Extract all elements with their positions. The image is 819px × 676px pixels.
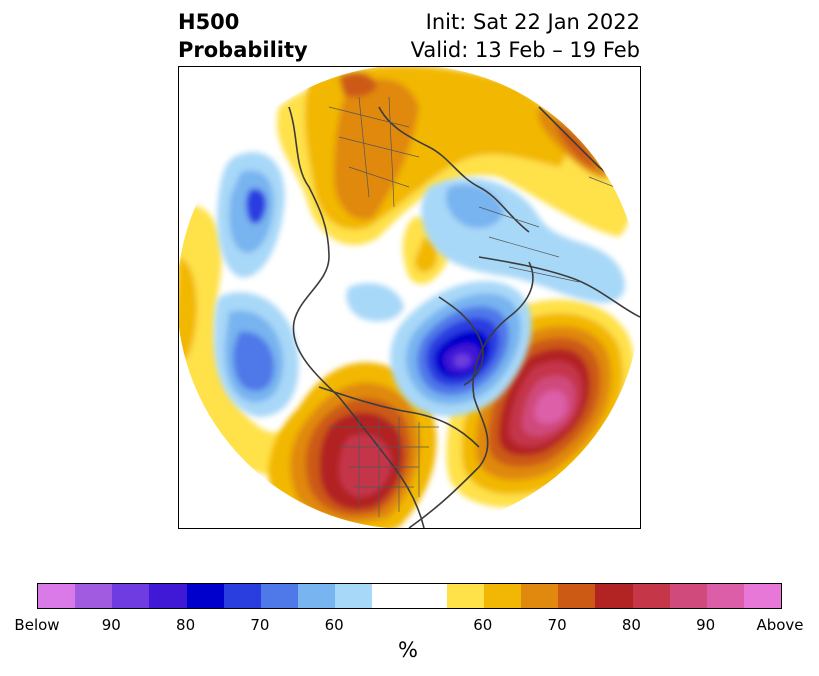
colorbar-segment-14	[558, 584, 596, 608]
colorbar-tick-label: 70	[547, 616, 567, 634]
init-date: Init: Sat 22 Jan 2022	[425, 10, 640, 34]
map-svg	[179, 67, 640, 528]
colorbar-tick-label: Below	[14, 616, 60, 634]
above-central-us	[268, 362, 437, 528]
colorbar-segment-3	[149, 584, 187, 608]
colorbar-segment-17	[669, 584, 707, 608]
colorbar-segment-18	[706, 584, 744, 608]
title-product: Probability	[178, 38, 308, 62]
colorbar-segment-13	[521, 584, 559, 608]
colorbar-unit-label: %	[398, 638, 418, 662]
above-belt-northern	[276, 67, 632, 285]
colorbar-segment-6	[260, 584, 299, 608]
below-hudson-bay	[390, 280, 532, 417]
colorbar-segment-9	[372, 584, 410, 608]
colorbar-segment-12	[483, 584, 522, 608]
probability-colorbar	[37, 583, 782, 609]
colorbar-tick-label: 70	[250, 616, 270, 634]
colorbar-segment-2	[112, 584, 150, 608]
colorbar-segment-0	[38, 584, 76, 608]
map-dates: Init: Sat 22 Jan 2022 Valid: 13 Feb – 19…	[411, 8, 640, 64]
colorbar-tick-label: 90	[696, 616, 716, 634]
below-north-pacific	[214, 152, 299, 417]
colorbar-tick-label: 60	[473, 616, 493, 634]
title-variable: H500	[178, 10, 240, 34]
valid-range: Valid: 13 Feb – 19 Feb	[410, 38, 640, 62]
colorbar-segment-5	[223, 584, 261, 608]
map-title: H500 Probability	[178, 8, 308, 64]
colorbar-segment-8	[335, 584, 373, 608]
colorbar-segment-19	[743, 584, 782, 608]
colorbar-segment-7	[298, 584, 336, 608]
below-arctic	[346, 178, 625, 322]
colorbar-segment-16	[632, 584, 670, 608]
colorbar-tick-label: 80	[621, 616, 641, 634]
colorbar-tick-label: Above	[756, 616, 804, 634]
colorbar-segment-4	[186, 584, 224, 608]
colorbar-tick-label: 90	[101, 616, 121, 634]
colorbar-segment-11	[446, 584, 484, 608]
colorbar-tick-label: 80	[176, 616, 196, 634]
probability-map	[178, 66, 641, 529]
probability-field	[179, 67, 640, 528]
colorbar-segment-10	[409, 584, 447, 608]
colorbar-segment-15	[595, 584, 633, 608]
colorbar-segment-1	[75, 584, 113, 608]
colorbar-tick-label: 60	[324, 616, 344, 634]
